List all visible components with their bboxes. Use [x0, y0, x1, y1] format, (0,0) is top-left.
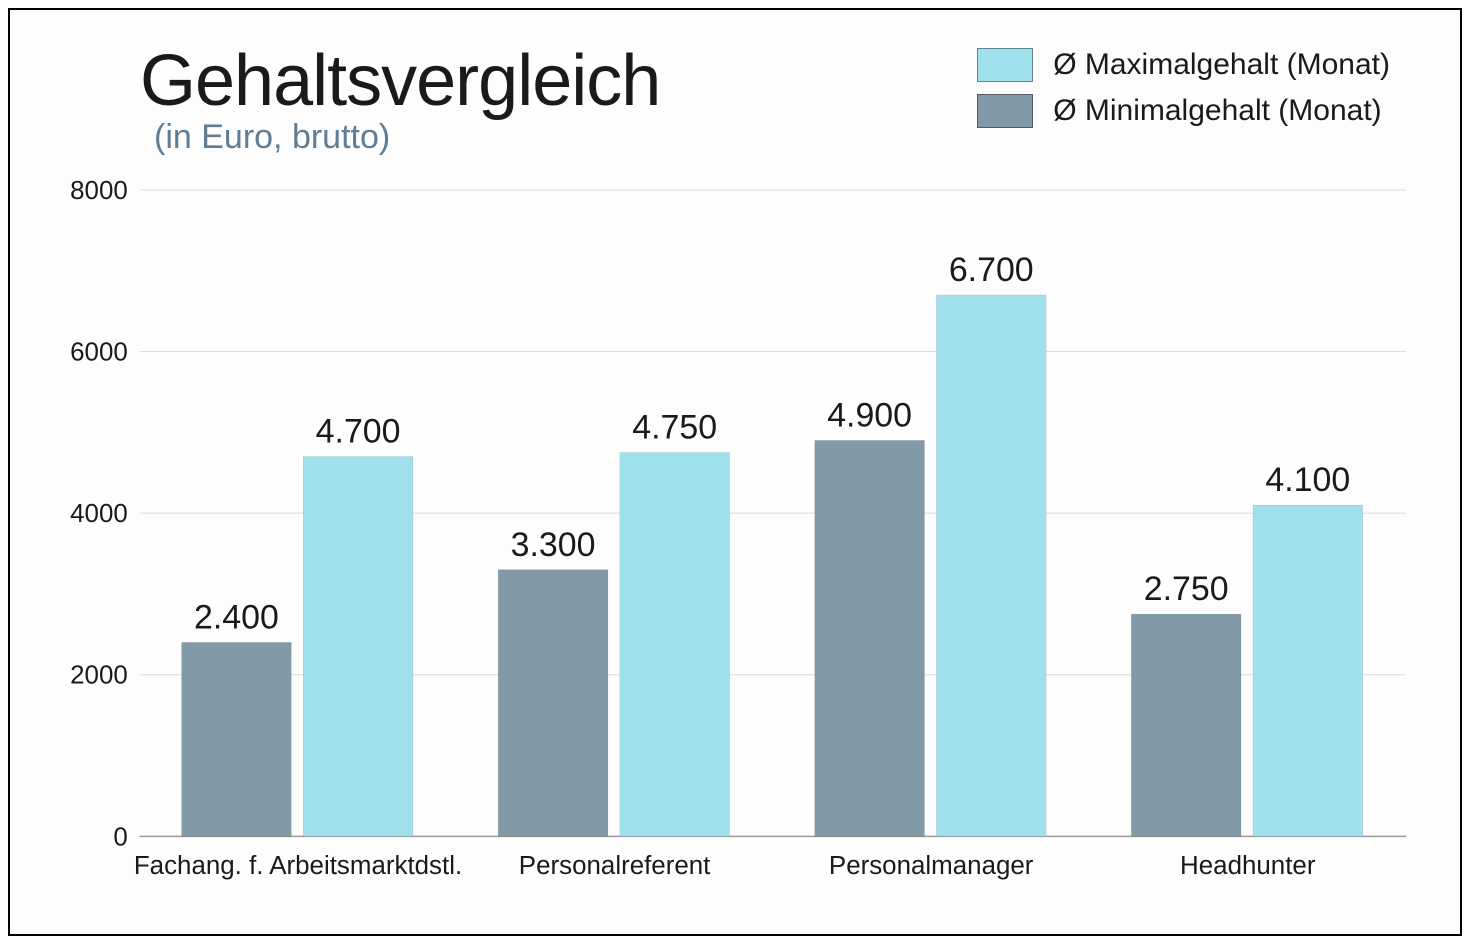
svg-text:Fachang. f. Arbeitsmarktdstl.: Fachang. f. Arbeitsmarktdstl.	[134, 852, 462, 880]
bar-label: 3.300	[511, 526, 596, 564]
svg-text:Personalreferent: Personalreferent	[519, 852, 711, 880]
bar-min	[182, 642, 292, 836]
legend-swatch-max	[977, 48, 1033, 82]
legend-label-min: Ø Minimalgehalt (Monat)	[1053, 94, 1381, 128]
legend-item-min: Ø Minimalgehalt (Monat)	[977, 94, 1390, 128]
bar-label: 4.700	[316, 413, 401, 451]
bar-min	[498, 570, 608, 837]
bar-min	[1131, 614, 1241, 836]
bar-max	[1253, 505, 1363, 836]
bar-min	[815, 440, 925, 836]
svg-text:2000: 2000	[70, 662, 128, 690]
bar-label: 4.900	[827, 397, 912, 435]
legend-item-max: Ø Maximalgehalt (Monat)	[977, 48, 1390, 82]
bar-label: 2.750	[1144, 570, 1229, 608]
bar-label: 2.400	[194, 599, 279, 637]
chart-plot-area: 0 2000 4000 6000 8000 Fachang. f. Arbeitsmark…	[50, 180, 1420, 894]
legend: Ø Maximalgehalt (Monat) Ø Minimalgehalt …	[977, 40, 1390, 128]
bar-label: 4.750	[632, 409, 717, 447]
bar-max	[620, 453, 730, 837]
title-block: Gehaltsvergleich (in Euro, brutto)	[140, 40, 660, 157]
svg-text:8000: 8000	[70, 180, 128, 205]
bar-label: 4.100	[1265, 461, 1350, 499]
svg-text:6000: 6000	[70, 339, 128, 367]
chart-svg: 0 2000 4000 6000 8000 Fachang. f. Arbeitsmark…	[50, 180, 1420, 894]
chart-title: Gehaltsvergleich	[140, 40, 660, 122]
bar-max	[936, 295, 1046, 836]
chart-subtitle: (in Euro, brutto)	[140, 118, 660, 157]
chart-frame: Gehaltsvergleich (in Euro, brutto) Ø Max…	[8, 8, 1462, 936]
legend-swatch-min	[977, 94, 1033, 128]
legend-label-max: Ø Maximalgehalt (Monat)	[1053, 48, 1390, 82]
svg-text:Headhunter: Headhunter	[1180, 852, 1316, 880]
bar-label: 6.700	[949, 251, 1034, 289]
svg-text:Personalmanager: Personalmanager	[829, 852, 1034, 880]
svg-text:4000: 4000	[70, 500, 128, 528]
bar-max	[303, 457, 413, 837]
svg-text:0: 0	[113, 823, 127, 851]
header-row: Gehaltsvergleich (in Euro, brutto) Ø Max…	[50, 40, 1420, 157]
